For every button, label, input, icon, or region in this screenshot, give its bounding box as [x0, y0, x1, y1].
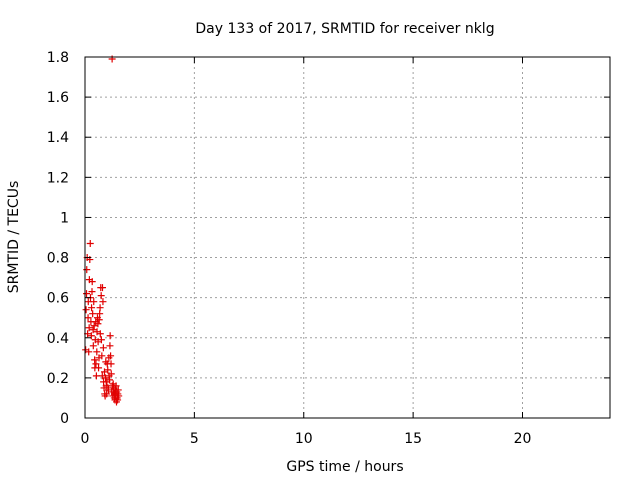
data-point: [107, 360, 115, 368]
data-points: [82, 55, 123, 406]
data-point: [88, 278, 96, 286]
data-point: [112, 382, 120, 390]
grid-lines: [85, 57, 610, 418]
data-point: [92, 372, 100, 380]
y-tick-label: 0.6: [47, 291, 69, 307]
x-axis-title: GPS time / hours: [286, 459, 403, 475]
data-point: [95, 364, 103, 372]
data-point: [89, 342, 97, 350]
x-tick-label: 10: [295, 431, 313, 447]
y-tick-label: 0: [60, 411, 69, 427]
data-point: [103, 390, 111, 398]
data-point: [106, 332, 114, 340]
data-point: [85, 348, 93, 356]
data-point: [96, 310, 104, 318]
data-point: [89, 326, 97, 334]
data-point: [99, 344, 107, 352]
data-point: [104, 366, 112, 374]
chart-title: Day 133 of 2017, SRMTID for receiver nkl…: [195, 21, 494, 37]
data-point: [107, 352, 115, 360]
data-point: [83, 290, 91, 298]
data-point: [90, 298, 98, 306]
data-point: [96, 330, 104, 338]
data-point: [90, 322, 98, 330]
y-tick-label: 1.8: [47, 50, 69, 66]
y-axis-title: SRMTID / TECUs: [6, 181, 22, 294]
y-tick-label: 0.4: [47, 331, 69, 347]
x-tick-label: 0: [81, 431, 90, 447]
data-point: [87, 332, 95, 340]
data-point: [96, 304, 104, 312]
data-point: [84, 314, 92, 322]
plot-frame: [84, 56, 611, 419]
data-point: [106, 376, 113, 384]
data-point: [99, 298, 107, 306]
x-tick-label: 5: [190, 431, 199, 447]
data-point: [97, 292, 105, 300]
data-point: [93, 348, 101, 356]
data-point: [91, 356, 99, 364]
data-point: [115, 392, 123, 400]
data-point: [88, 304, 96, 312]
data-point: [86, 240, 94, 248]
data-point: [107, 370, 115, 378]
y-tick-label: 1.2: [47, 170, 69, 186]
data-point: [82, 306, 90, 314]
data-point: [114, 396, 122, 404]
y-tick-label: 1.6: [47, 90, 69, 106]
data-point: [88, 288, 96, 296]
y-tick-label: 1.4: [47, 130, 69, 146]
data-point: [83, 266, 91, 274]
data-point: [97, 336, 105, 344]
y-tick-label: 0.2: [47, 371, 69, 387]
data-point: [95, 316, 103, 324]
data-point: [99, 284, 106, 292]
data-point: [89, 310, 97, 318]
data-point: [92, 360, 100, 368]
data-point: [98, 352, 106, 360]
data-point: [85, 324, 93, 332]
y-tick-label: 1: [60, 210, 69, 226]
y-tick-label: 0.8: [47, 251, 69, 267]
data-point: [94, 320, 102, 328]
data-point: [106, 342, 114, 350]
x-axis-ticks: 0 5 10 15 20: [81, 57, 532, 447]
x-tick-label: 15: [404, 431, 422, 447]
y-axis-ticks: 0 0.2 0.4 0.6 0.8 1 1.2 1.4 1.6 1.8: [47, 50, 610, 427]
x-tick-label: 20: [514, 431, 532, 447]
data-point: [114, 386, 122, 394]
